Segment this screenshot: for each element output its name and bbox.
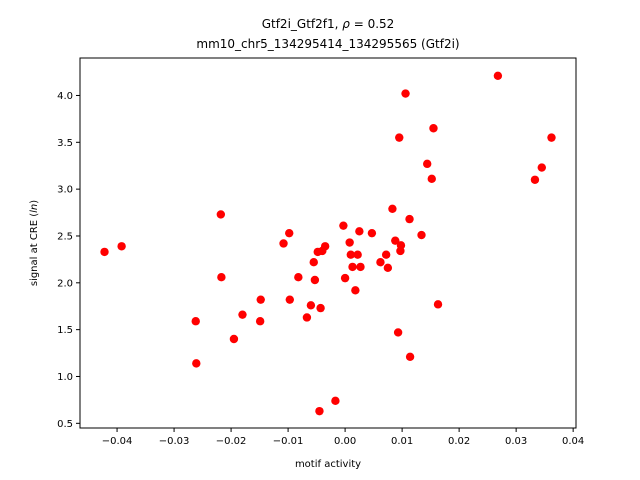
x-tick-label: 0.04 xyxy=(562,436,584,447)
data-point-4 xyxy=(216,210,226,219)
x-tick-label: 0.03 xyxy=(505,436,527,447)
y-tick-label: 4.0 xyxy=(57,91,73,102)
data-point-23 xyxy=(331,396,340,406)
y-tick-label: 2.5 xyxy=(57,231,73,242)
data-point-45 xyxy=(405,352,415,362)
data-point-25 xyxy=(340,273,350,283)
data-point-8 xyxy=(256,295,265,304)
x-tick-label: −0.03 xyxy=(159,436,190,447)
data-point-53 xyxy=(537,163,546,172)
data-point-34 xyxy=(376,258,385,267)
data-point-19 xyxy=(316,303,325,313)
data-point-13 xyxy=(294,272,303,282)
data-point-35 xyxy=(381,250,391,259)
data-point-3 xyxy=(192,359,201,368)
data-point-0 xyxy=(100,247,109,257)
data-point-30 xyxy=(353,250,362,259)
data-point-39 xyxy=(393,328,403,337)
data-point-16 xyxy=(309,258,318,267)
data-point-38 xyxy=(391,236,400,245)
x-tick-label: 0.02 xyxy=(448,436,470,447)
data-point-6 xyxy=(229,334,239,344)
data-point-49 xyxy=(429,124,438,133)
x-tick-label: 0.01 xyxy=(391,436,413,447)
data-point-10 xyxy=(279,239,288,248)
data-point-52 xyxy=(530,175,540,184)
data-point-17 xyxy=(310,275,320,285)
data-point-43 xyxy=(401,89,410,98)
data-point-2 xyxy=(191,317,200,326)
data-point-40 xyxy=(395,133,404,142)
y-tick-label: 1.5 xyxy=(57,325,73,336)
x-tick-label: −0.02 xyxy=(216,436,247,447)
data-point-44 xyxy=(405,214,414,224)
x-tick-label: 0.00 xyxy=(334,436,356,447)
data-point-22 xyxy=(315,406,324,416)
data-point-29 xyxy=(351,286,360,295)
x-axis-label: motif activity xyxy=(295,459,361,470)
y-tick-label: 2.0 xyxy=(57,278,73,289)
x-axis-ticks: −0.04 −0.03 −0.02 −0.01 0.00 0.01 0.02 0.03 0.04 xyxy=(102,428,584,447)
data-point-11 xyxy=(285,228,294,238)
data-point-14 xyxy=(302,313,312,322)
data-point-5 xyxy=(217,272,226,282)
x-tick-label: −0.04 xyxy=(102,436,133,447)
data-point-33 xyxy=(367,228,377,238)
data-point-27 xyxy=(346,250,355,259)
data-point-42 xyxy=(396,241,406,250)
axes-frame xyxy=(79,57,577,429)
y-tick-label: 3.5 xyxy=(57,138,73,149)
data-point-48 xyxy=(427,174,436,184)
x-tick-label: −0.01 xyxy=(273,436,304,447)
data-points xyxy=(100,71,556,416)
data-point-9 xyxy=(255,317,265,326)
data-point-12 xyxy=(285,295,294,304)
data-point-7 xyxy=(238,310,247,319)
y-tick-label: 1.0 xyxy=(57,372,73,383)
chart-title: Gtf2i_Gtf2f1, ρ = 0.52 mm10_chr5_1342954… xyxy=(196,17,459,51)
data-point-26 xyxy=(345,238,354,247)
data-point-46 xyxy=(417,230,426,240)
y-tick-label: 0.5 xyxy=(57,419,73,430)
data-point-28 xyxy=(348,262,357,272)
y-axis-label: signal at CRE (ln) xyxy=(29,200,40,286)
data-point-24 xyxy=(339,221,348,230)
data-point-37 xyxy=(388,204,397,214)
data-point-32 xyxy=(356,262,365,272)
data-point-15 xyxy=(306,301,316,310)
data-point-31 xyxy=(355,227,364,236)
data-point-36 xyxy=(383,263,393,273)
data-point-47 xyxy=(423,159,432,169)
data-point-54 xyxy=(547,133,556,142)
data-point-1 xyxy=(117,242,126,251)
y-tick-label: 3.0 xyxy=(57,185,73,196)
data-point-21 xyxy=(320,242,330,251)
data-point-51 xyxy=(493,71,503,81)
chart-title-line1: Gtf2i_Gtf2f1, ρ = 0.52 xyxy=(262,17,395,31)
data-point-50 xyxy=(433,300,443,309)
chart-title-line2: mm10_chr5_134295414_134295565 (Gtf2i) xyxy=(196,37,459,51)
y-axis-ticks: 0.5 1.0 1.5 2.0 2.5 3.0 3.5 4.0 xyxy=(57,91,80,430)
